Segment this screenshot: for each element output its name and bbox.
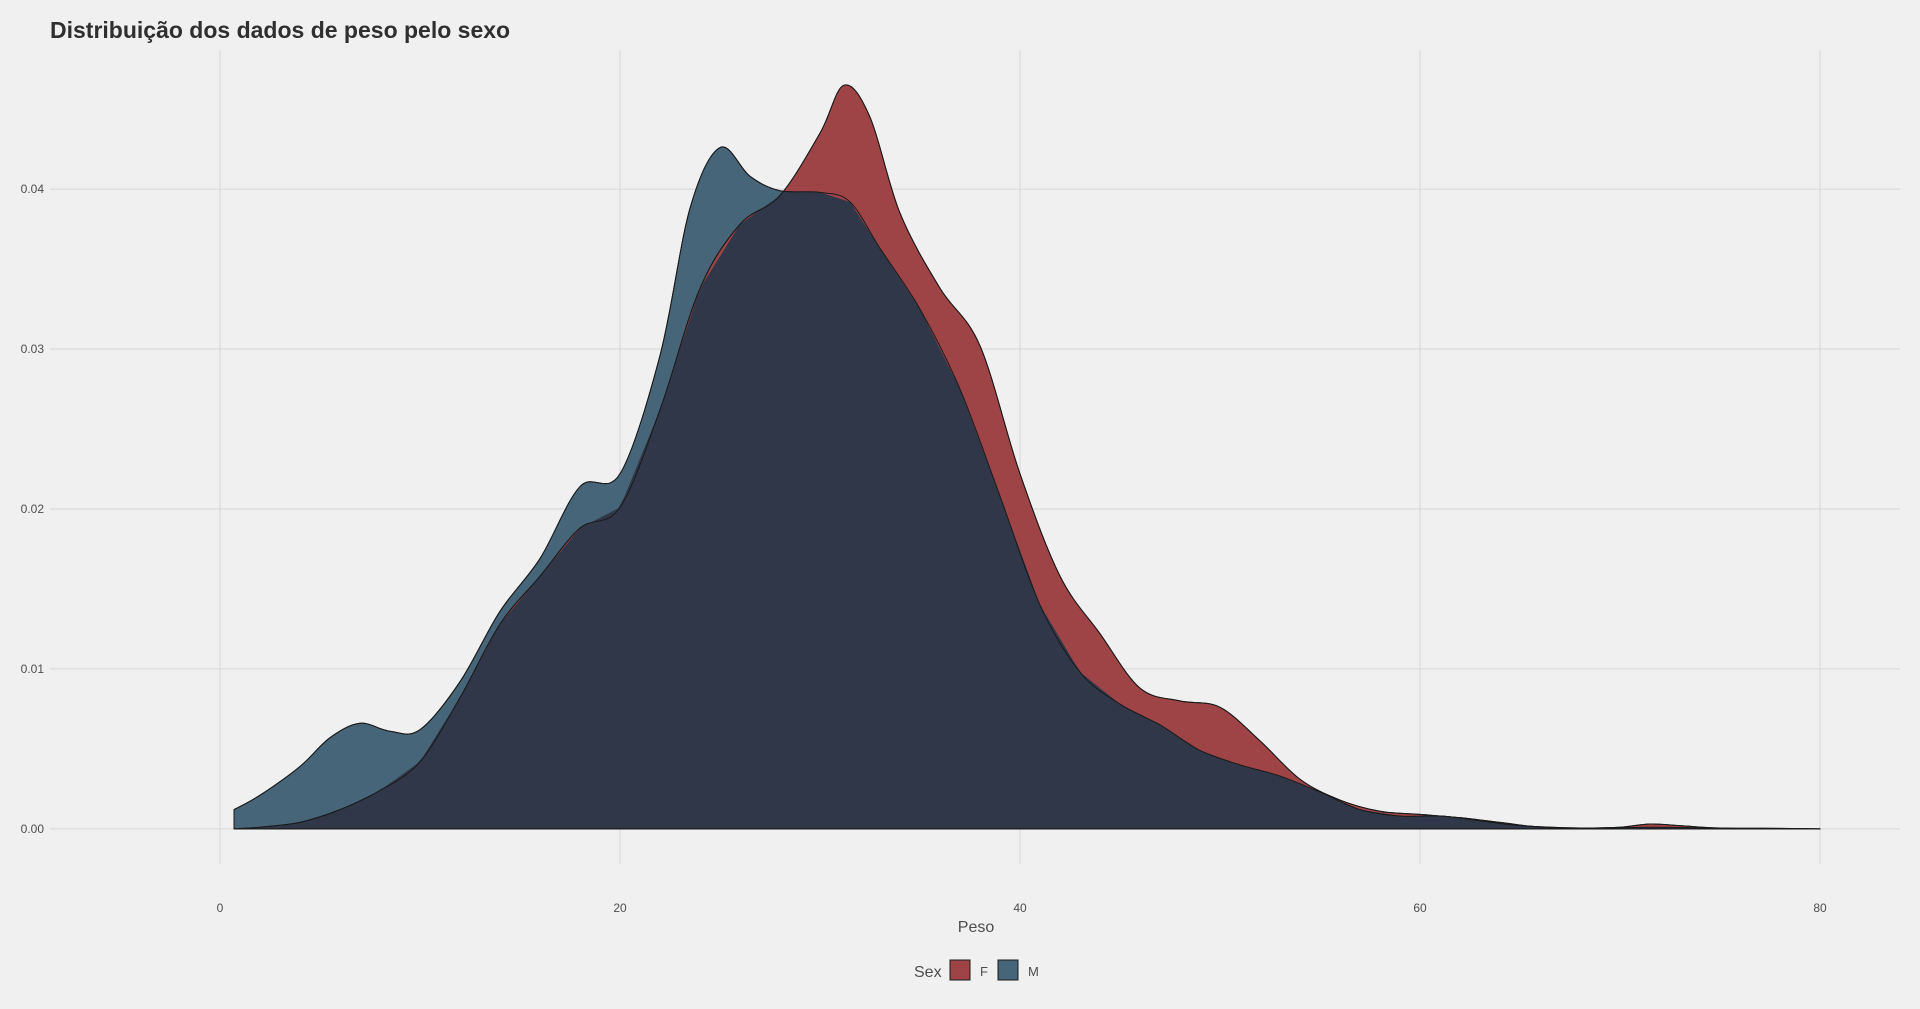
x-axis-ticks: 0 20 40 60 80 bbox=[217, 901, 1827, 915]
density-outline-f bbox=[233, 84, 1821, 830]
x-tick-label-4: 80 bbox=[1813, 901, 1827, 915]
x-tick-label-2: 40 bbox=[1013, 901, 1027, 915]
density-outline-m bbox=[233, 146, 1821, 830]
legend-key-f bbox=[949, 959, 971, 981]
legend-title: Sex bbox=[914, 964, 942, 981]
y-tick-label-1: 0.01 bbox=[21, 662, 45, 676]
y-tick-label-2: 0.02 bbox=[21, 502, 45, 516]
x-tick-label-1: 20 bbox=[613, 901, 627, 915]
x-tick-label-0: 0 bbox=[217, 901, 224, 915]
y-tick-label-0: 0.00 bbox=[21, 822, 45, 836]
legend: Sex F M bbox=[914, 959, 1039, 981]
chart-title: Distribuição dos dados de peso pelo sexo bbox=[50, 17, 510, 43]
density-overlap bbox=[234, 190, 1820, 829]
y-axis-ticks: 0.00 0.01 0.02 0.03 0.04 bbox=[21, 182, 45, 836]
x-tick-label-3: 60 bbox=[1413, 901, 1427, 915]
y-tick-label-4: 0.04 bbox=[21, 182, 45, 196]
y-tick-label-3: 0.03 bbox=[21, 342, 45, 356]
legend-label-m: M bbox=[1028, 964, 1039, 979]
legend-label-f: F bbox=[980, 964, 988, 979]
x-axis-title: Peso bbox=[958, 919, 995, 936]
density-areas bbox=[233, 84, 1821, 830]
legend-key-m bbox=[997, 959, 1019, 981]
